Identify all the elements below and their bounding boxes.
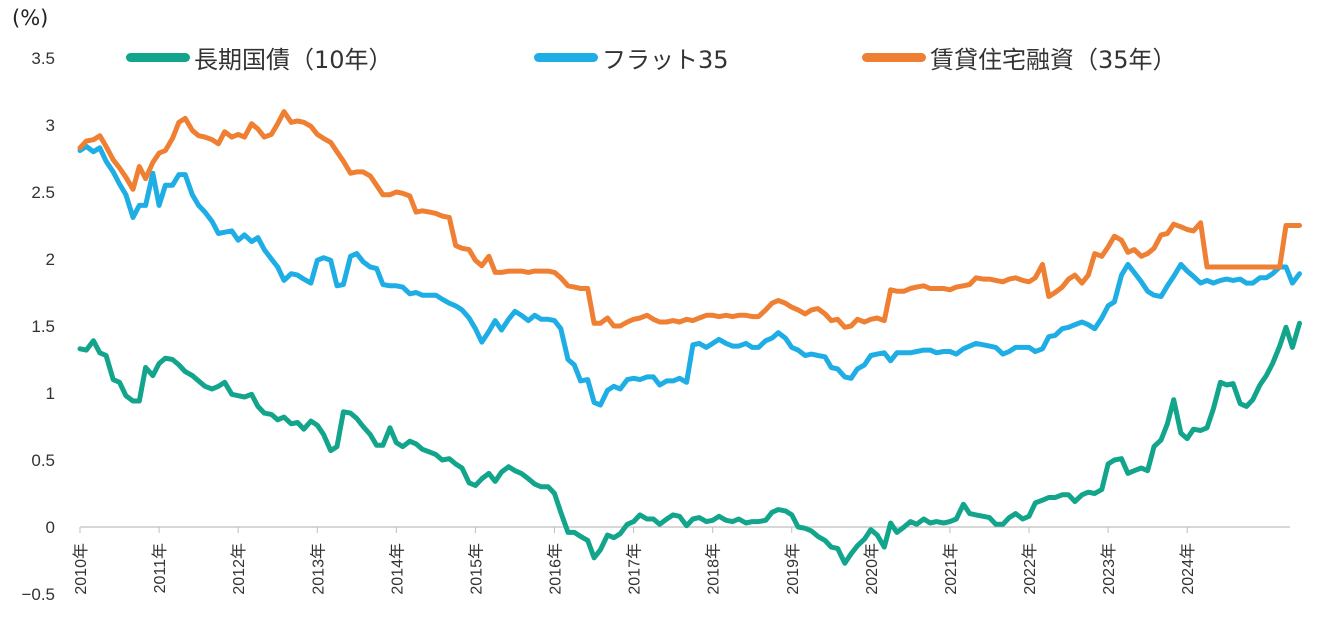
y-tick-label: −0.5 bbox=[21, 585, 55, 604]
y-tick-label: 0.5 bbox=[31, 451, 55, 470]
legend-item-flat35: フラット35 bbox=[534, 40, 729, 74]
x-tick-label: 2019年 bbox=[784, 543, 802, 595]
legend-label-jgb-10y: 長期国債（10年） bbox=[194, 45, 393, 74]
y-tick-label: 1.5 bbox=[31, 317, 55, 336]
y-tick-label: 3 bbox=[46, 116, 55, 135]
x-tick-label: 2013年 bbox=[309, 543, 327, 595]
legend: 長期国債（10年） フラット35 賃貸住宅融資（35年） bbox=[0, 40, 1325, 74]
legend-swatch-rental-loan-35y bbox=[862, 52, 926, 62]
x-tick-label: 2014年 bbox=[388, 543, 406, 595]
x-tick-label: 2016年 bbox=[547, 543, 565, 595]
legend-item-jgb-10y: 長期国債（10年） bbox=[126, 40, 393, 74]
series-line-flat35 bbox=[77, 143, 1302, 408]
y-tick-label: 2 bbox=[46, 250, 55, 269]
x-tick-label: 2012年 bbox=[230, 543, 248, 595]
x-tick-label: 2011年 bbox=[151, 543, 169, 593]
series-line-jgb-10y bbox=[77, 320, 1302, 566]
x-tick-label: 2010年 bbox=[72, 543, 90, 595]
y-tick-label: 3.5 bbox=[31, 49, 55, 68]
x-tick-label: 2018年 bbox=[705, 543, 723, 595]
legend-label-rental-loan-35y: 賃貸住宅融資（35年） bbox=[930, 45, 1177, 74]
x-tick-label: 2015年 bbox=[467, 543, 485, 595]
x-tick-label: 2017年 bbox=[626, 543, 644, 595]
legend-swatch-jgb-10y bbox=[126, 52, 190, 62]
series-line-rental-loan-35y bbox=[77, 109, 1302, 330]
legend-item-rental-loan-35y: 賃貸住宅融資（35年） bbox=[862, 40, 1177, 74]
y-tick-label: 1 bbox=[46, 384, 55, 403]
y-axis-unit-label: (%) bbox=[12, 6, 49, 30]
legend-label-flat35: フラット35 bbox=[602, 45, 729, 74]
y-tick-label: 0 bbox=[46, 518, 55, 537]
x-tick-label: 2024年 bbox=[1179, 543, 1197, 595]
y-tick-label: 2.5 bbox=[31, 183, 55, 202]
x-tick-label: 2022年 bbox=[1021, 543, 1039, 595]
legend-swatch-flat35 bbox=[534, 52, 598, 62]
x-tick-label: 2021年 bbox=[942, 543, 960, 595]
x-tick-label: 2023年 bbox=[1100, 543, 1118, 595]
x-tick-label: 2020年 bbox=[863, 543, 881, 595]
